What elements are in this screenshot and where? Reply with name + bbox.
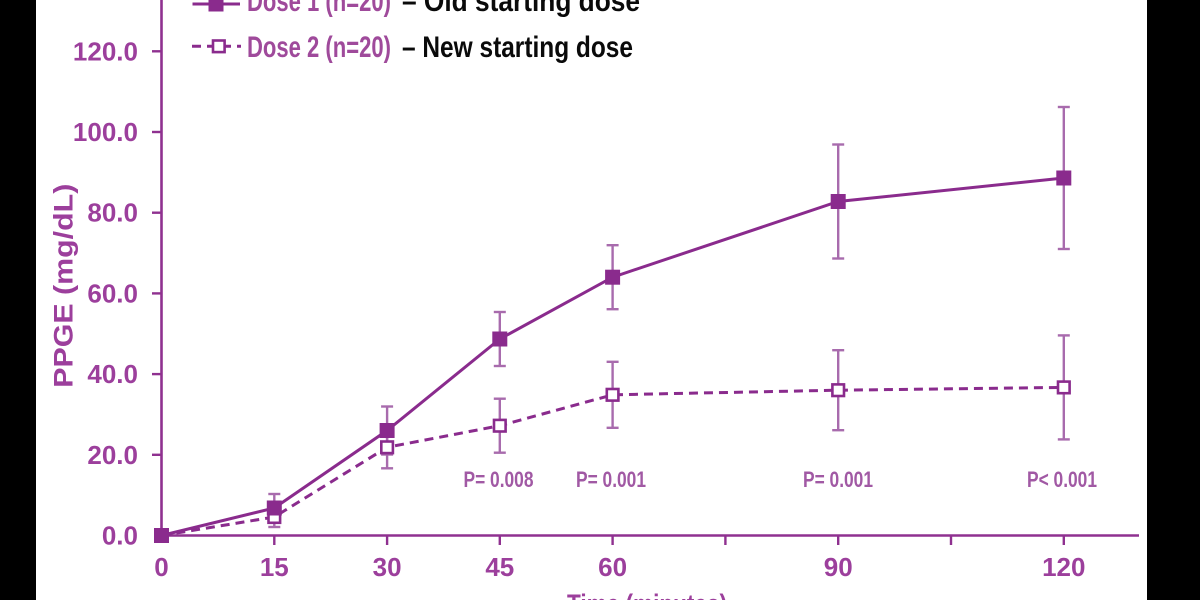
svg-text:90: 90 <box>824 552 853 582</box>
svg-text:Time (minutes): Time (minutes) <box>567 589 727 600</box>
svg-text:0: 0 <box>154 552 168 582</box>
svg-text:P= 0.001: P= 0.001 <box>576 467 646 492</box>
svg-text:80.0: 80.0 <box>87 198 138 228</box>
svg-text:15: 15 <box>260 552 289 582</box>
svg-text:PPGE (mg/dL): PPGE (mg/dL) <box>49 184 79 388</box>
svg-text:120.0: 120.0 <box>73 36 138 66</box>
svg-text:100.0: 100.0 <box>73 117 138 147</box>
svg-text:P< 0.001: P< 0.001 <box>1027 467 1097 492</box>
svg-text:60: 60 <box>598 552 627 582</box>
svg-text:45: 45 <box>485 552 514 582</box>
svg-text:0.0: 0.0 <box>102 521 138 551</box>
svg-text:Dose 1 (n=20): Dose 1 (n=20) <box>247 0 391 18</box>
svg-text:P= 0.008: P= 0.008 <box>464 467 534 492</box>
svg-text:– Old starting dose: – Old starting dose <box>402 0 640 18</box>
svg-text:120: 120 <box>1042 552 1085 582</box>
svg-text:60.0: 60.0 <box>87 278 138 308</box>
svg-text:Dose 2 (n=20): Dose 2 (n=20) <box>247 31 391 64</box>
svg-text:20.0: 20.0 <box>87 440 138 470</box>
svg-text:40.0: 40.0 <box>87 359 138 389</box>
svg-text:– New starting dose: – New starting dose <box>402 31 633 64</box>
svg-text:30: 30 <box>373 552 402 582</box>
svg-text:P= 0.001: P= 0.001 <box>803 467 873 492</box>
